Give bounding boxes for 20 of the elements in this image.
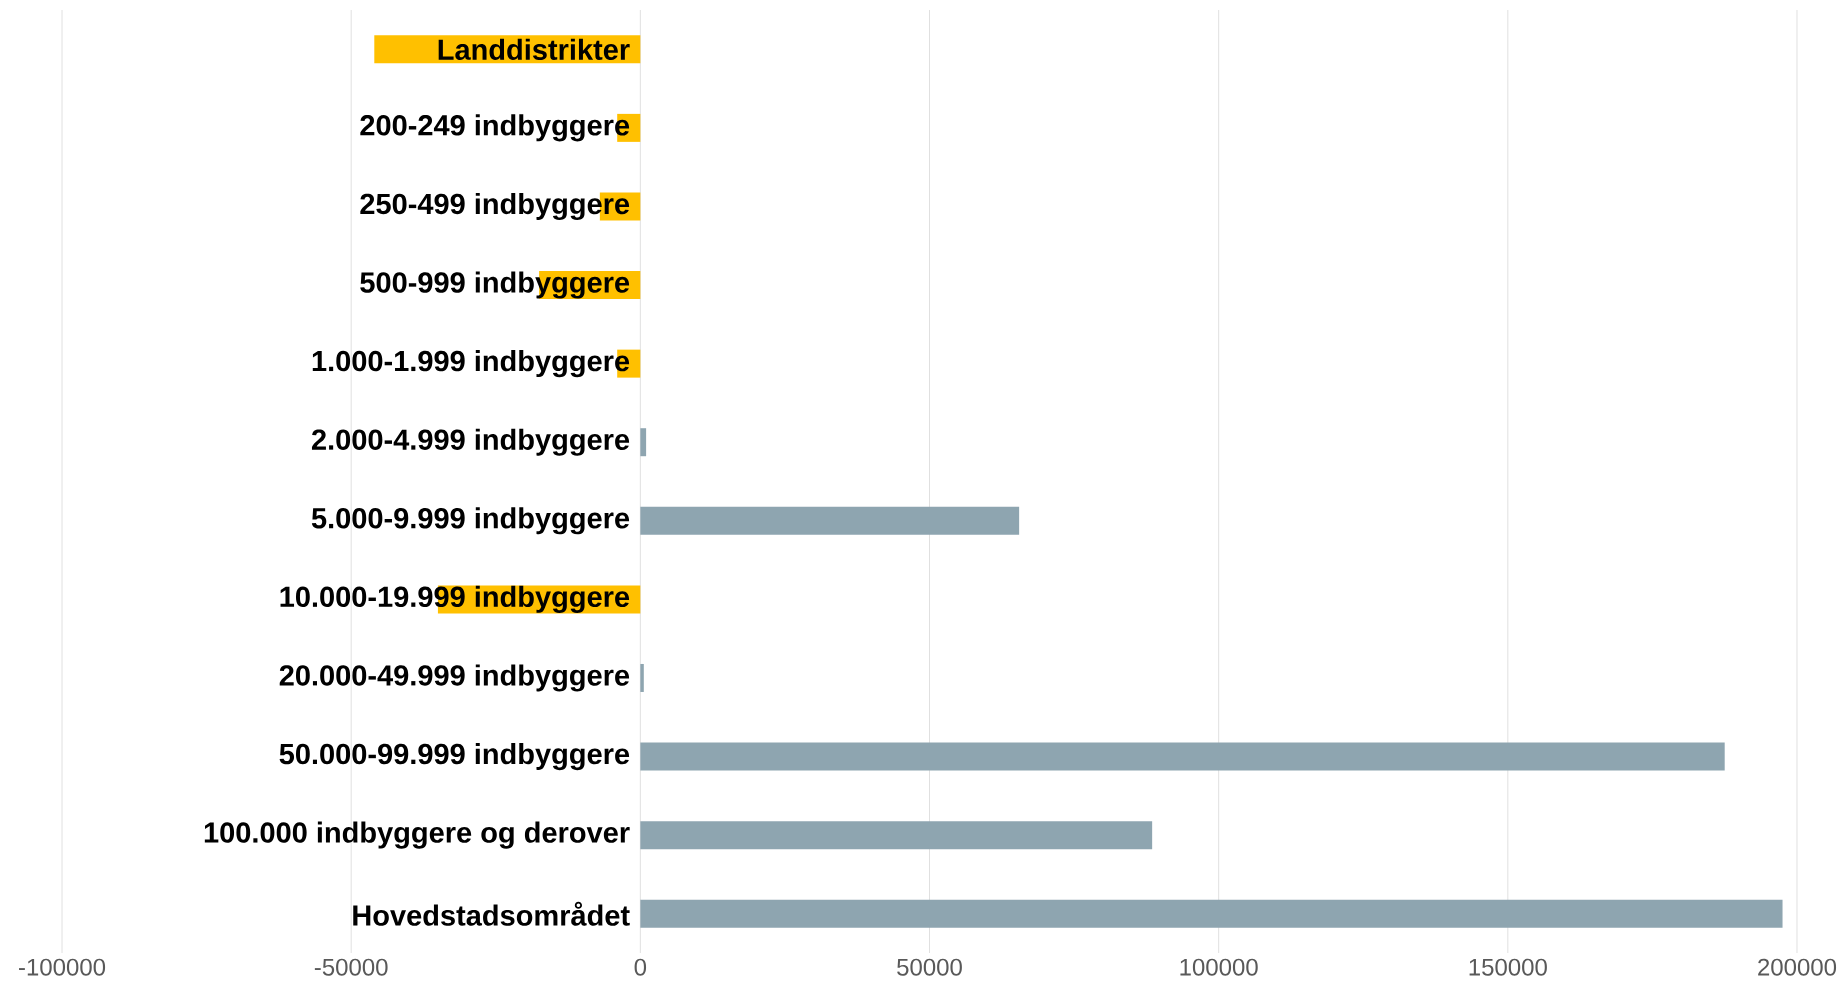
- x-tick-label: 0: [634, 958, 647, 976]
- bar: [640, 742, 1725, 771]
- x-tick-label: 200000: [1758, 958, 1837, 976]
- bar: [640, 663, 644, 692]
- bar: [640, 899, 1783, 928]
- bar: [640, 428, 647, 457]
- y-tick-label: 100.000 indbyggere og derover: [204, 821, 630, 849]
- bar: [640, 506, 1020, 535]
- y-tick-label: 5.000-9.999 indbyggere: [311, 507, 630, 535]
- x-tick-label: -50000: [314, 958, 388, 976]
- y-tick-label: 20.000-49.999 indbyggere: [279, 664, 630, 692]
- x-tick-label: -100000: [19, 958, 106, 976]
- y-tick-label: 2.000-4.999 indbyggere: [311, 428, 630, 456]
- x-tick-label: 100000: [1180, 958, 1258, 976]
- y-tick-label: Landdistrikter: [438, 38, 630, 60]
- bar: [640, 821, 1153, 850]
- x-tick-label: 50000: [897, 958, 962, 976]
- x-tick-label: 150000: [1469, 958, 1547, 976]
- y-tick-label: 50.000-99.999 indbyggere: [279, 742, 630, 771]
- y-tick-label: Hovedstadsområdet: [353, 901, 630, 926]
